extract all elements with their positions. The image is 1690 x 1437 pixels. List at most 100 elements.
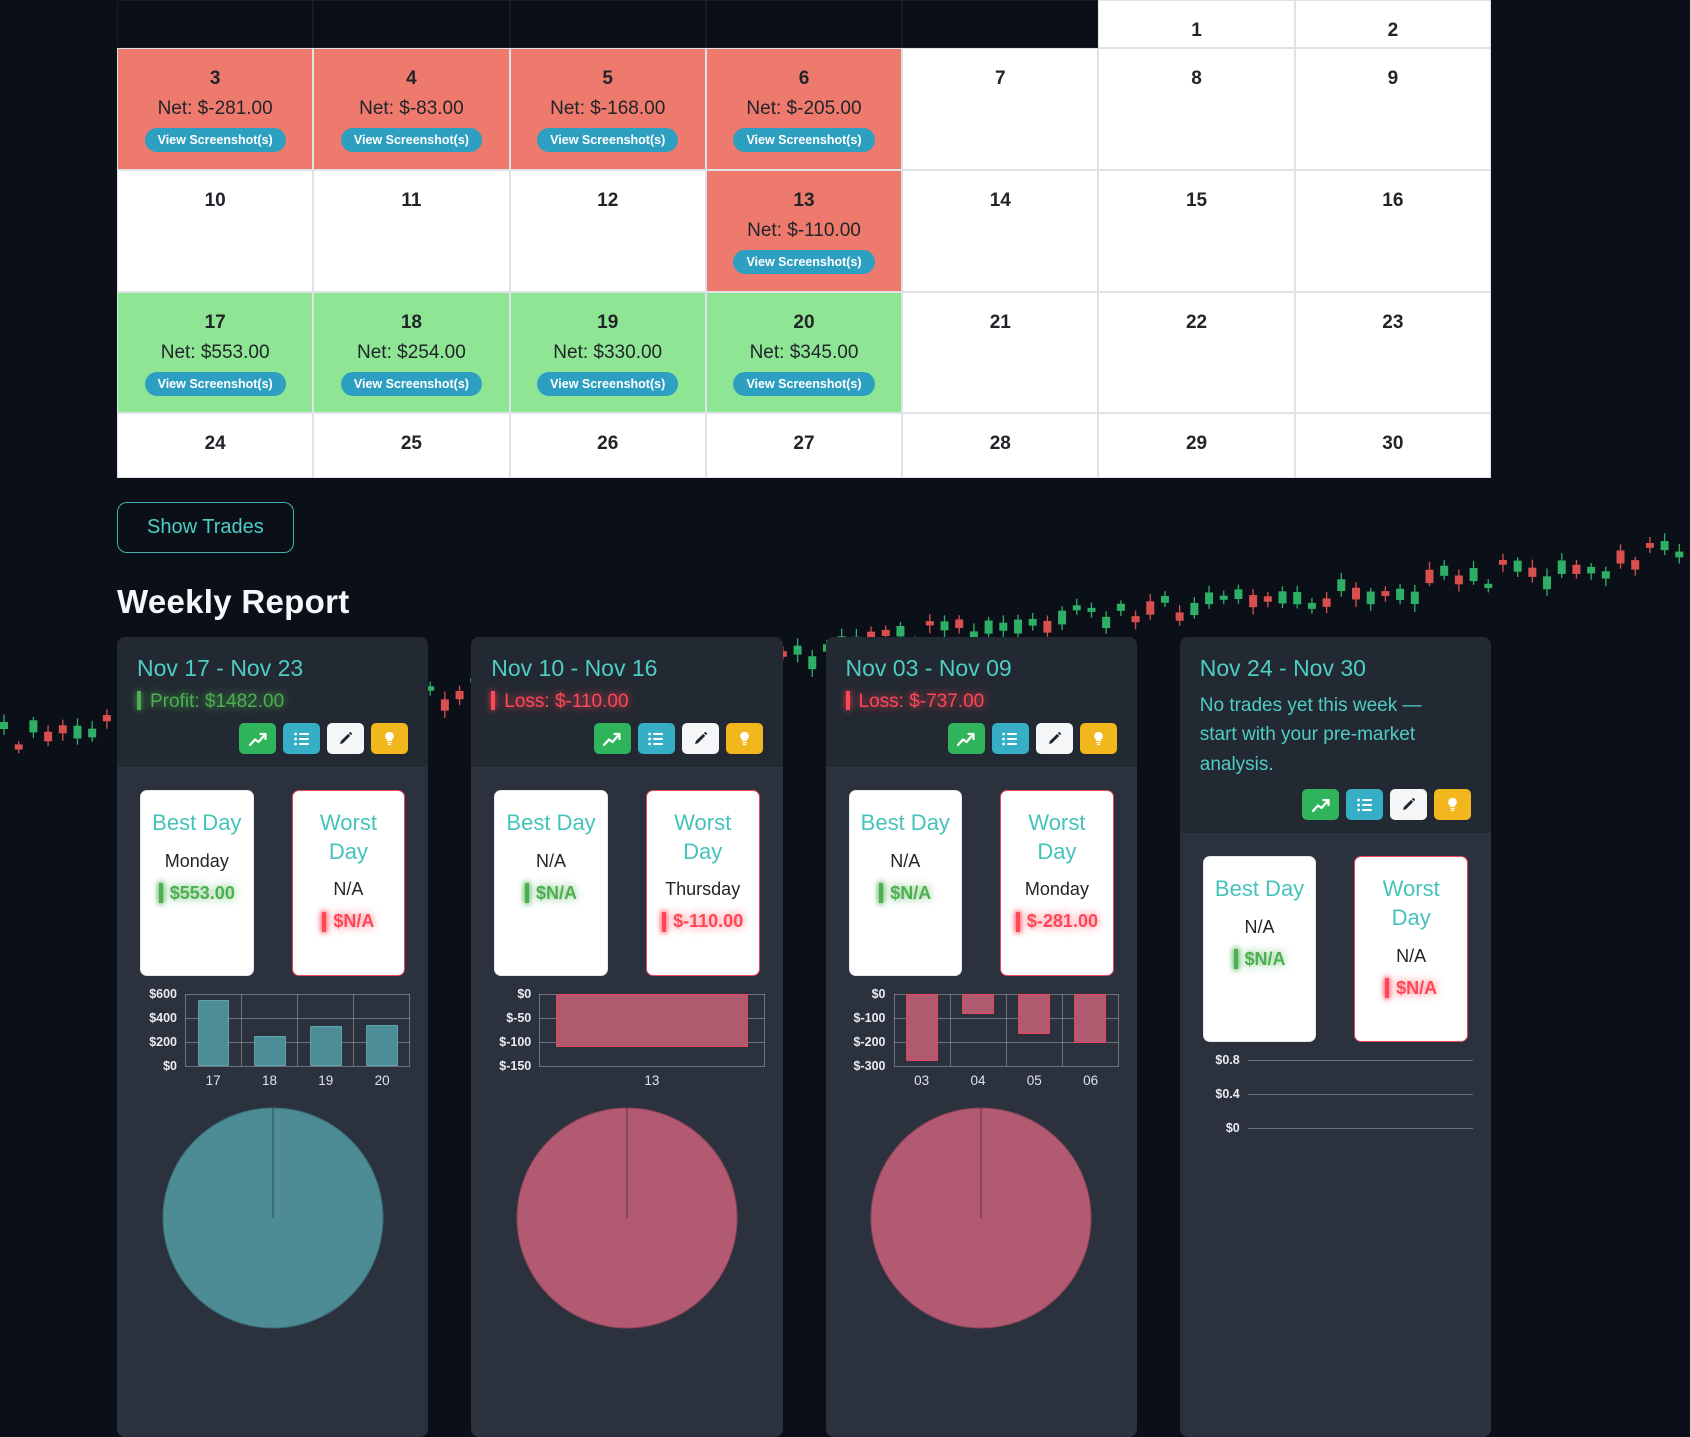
list-icon — [1002, 732, 1018, 745]
value-bar — [158, 883, 163, 904]
weekly-card-header: Nov 17 - Nov 23 Profit: $1482.00 — [117, 637, 429, 768]
view-screenshots-button[interactable]: View Screenshot(s) — [733, 127, 875, 152]
best-day-heading: Best Day — [1214, 876, 1305, 902]
calendar-day-cell — [509, 0, 706, 48]
week-toolbar — [137, 723, 409, 754]
calendar-day-cell: 22 — [1098, 292, 1295, 413]
lightbulb-icon-button[interactable] — [371, 723, 409, 754]
calendar-day-cell: 18 Net: $254.00 View Screenshot(s) — [313, 292, 510, 413]
list-icon-button[interactable] — [283, 723, 321, 754]
view-screenshots-button[interactable]: View Screenshot(s) — [144, 371, 286, 396]
weekly-card: Nov 24 - Nov 30 No trades yet this week … — [1179, 637, 1491, 1437]
calendar-day-cell: 9 — [1294, 48, 1491, 170]
day-net-amount: Net: $-168.00 — [550, 97, 666, 119]
weekly-card-body: Best Day N/A $N/A Worst Day Thursday $-1… — [471, 768, 782, 1332]
pencil-icon-button[interactable] — [681, 723, 719, 754]
lightbulb-icon-button[interactable] — [1434, 789, 1471, 821]
chart-line-icon-button[interactable] — [239, 723, 277, 754]
calendar-day-cell: 5 Net: $-168.00 View Screenshot(s) — [509, 48, 706, 170]
calendar-day-cell: 29 — [1098, 413, 1295, 478]
day-number: 3 — [209, 68, 221, 89]
day-net-amount: Net: $-205.00 — [746, 97, 862, 119]
calendar-day-cell: 16 — [1294, 170, 1491, 292]
worst-day-value: $N/A — [1385, 978, 1437, 999]
view-screenshots-button[interactable]: View Screenshot(s) — [537, 127, 679, 152]
best-day-heading: Best Day — [152, 810, 242, 835]
week-toolbar — [491, 723, 763, 754]
day-number: 16 — [1382, 190, 1404, 211]
no-trades-message: No trades yet this week — start with you… — [1199, 695, 1422, 775]
day-number: 25 — [400, 433, 422, 454]
chart-line-icon-button[interactable] — [593, 723, 631, 754]
chart-line-icon-button[interactable] — [1302, 789, 1339, 821]
calendar-day-cell: 20 Net: $345.00 View Screenshot(s) — [705, 292, 903, 413]
day-number: 19 — [597, 312, 619, 333]
list-icon-button[interactable] — [637, 723, 675, 754]
show-trades-button[interactable]: Show Trades — [117, 502, 294, 553]
pencil-icon-button[interactable] — [1035, 723, 1073, 754]
day-number: 2 — [1387, 20, 1399, 41]
view-screenshots-button[interactable]: View Screenshot(s) — [144, 127, 286, 152]
weekly-bar-chart: $600 $400 $200 $0 17 18 19 20 — [117, 987, 428, 1088]
calendar-day-cell: 4 Net: $-83.00 View Screenshot(s) — [313, 48, 510, 170]
weekly-card-header: Nov 10 - Nov 16 Loss: $-110.00 — [471, 637, 783, 768]
view-screenshots-button[interactable]: View Screenshot(s) — [340, 371, 482, 396]
worst-day-heading: Worst Day — [319, 810, 377, 864]
day-number: 12 — [597, 190, 619, 211]
weekly-card-body: Best Day Monday $553.00 Worst Day N/A $N… — [117, 768, 428, 1332]
day-number: 20 — [793, 312, 815, 333]
best-day-name: Monday — [164, 850, 229, 871]
page-content: 1 2 3 Net: $-281.00 View Screenshot(s) 4 Ne… — [117, 0, 1491, 1437]
day-number: 5 — [602, 68, 613, 89]
week-range-title: Nov 24 - Nov 30 — [1199, 655, 1366, 681]
chart-line-icon — [957, 732, 975, 746]
week-result: Profit: $1482.00 — [137, 691, 408, 713]
best-day-name: N/A — [536, 850, 567, 871]
calendar-day-cell: 25 — [313, 413, 510, 478]
calendar-day-cell: 14 — [902, 170, 1099, 292]
pencil-icon-button[interactable] — [1390, 789, 1427, 821]
week-range-title: Nov 17 - Nov 23 — [137, 655, 304, 681]
view-screenshots-button[interactable]: View Screenshot(s) — [340, 127, 482, 152]
lightbulb-icon — [739, 731, 749, 746]
worst-day-name: N/A — [333, 879, 364, 900]
day-number: 22 — [1185, 312, 1208, 333]
pencil-icon — [1403, 798, 1416, 811]
view-screenshots-button[interactable]: View Screenshot(s) — [537, 371, 679, 396]
day-number: 30 — [1382, 433, 1404, 454]
lightbulb-icon-button[interactable] — [1079, 723, 1117, 754]
view-screenshots-button[interactable]: View Screenshot(s) — [733, 249, 875, 274]
weekly-card-body: Best Day N/A $N/A Worst Day N/A $N/A $0.… — [1180, 834, 1491, 1151]
best-day-value: $N/A — [525, 883, 577, 904]
view-screenshots-button[interactable]: View Screenshot(s) — [733, 371, 875, 396]
pencil-icon-button[interactable] — [327, 723, 365, 754]
best-day-box: Best Day N/A $N/A — [848, 790, 963, 976]
worst-day-heading: Worst Day — [1382, 876, 1440, 930]
lightbulb-icon-button[interactable] — [725, 723, 763, 754]
calendar-grid: 1 2 3 Net: $-281.00 View Screenshot(s) 4 Ne… — [117, 0, 1491, 478]
weekly-report-title: Weekly Report — [117, 583, 350, 620]
list-icon — [648, 732, 663, 745]
day-number: 10 — [204, 190, 226, 211]
chart-line-icon-button[interactable] — [947, 723, 985, 754]
value-bar — [1385, 978, 1390, 998]
day-net-amount: Net: $-83.00 — [359, 97, 464, 119]
calendar-day-cell: 2 — [1294, 0, 1491, 48]
calendar-day-cell: 30 — [1294, 413, 1491, 478]
value-bar — [1015, 911, 1020, 932]
worst-day-value: $N/A — [322, 911, 374, 932]
best-day-name: N/A — [890, 850, 921, 871]
day-net-amount: Net: $254.00 — [357, 341, 466, 363]
week-result: Loss: $-110.00 — [491, 691, 762, 713]
day-number: 7 — [994, 68, 1006, 89]
day-number: 9 — [1387, 68, 1399, 89]
day-number: 26 — [597, 433, 619, 454]
day-number: 6 — [798, 68, 810, 89]
day-number: 14 — [989, 190, 1011, 211]
list-icon-button[interactable] — [1346, 789, 1383, 821]
list-icon-button[interactable] — [991, 723, 1029, 754]
best-day-box: Best Day N/A $N/A — [494, 790, 608, 976]
week-range-title: Nov 10 - Nov 16 — [491, 655, 658, 681]
weekly-card: Nov 03 - Nov 09 Loss: $-737.00 Best Day … — [825, 637, 1137, 1437]
calendar-day-cell: 11 — [313, 170, 510, 292]
